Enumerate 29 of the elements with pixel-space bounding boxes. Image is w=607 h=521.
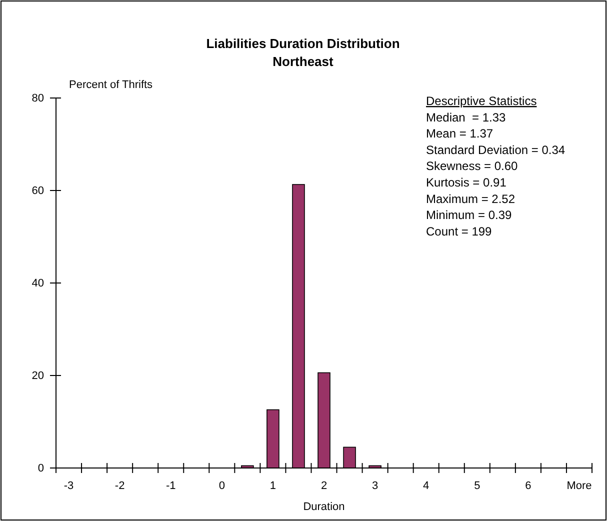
x-axis-title: Duration <box>303 501 345 513</box>
y-tick-label: 40 <box>32 278 44 290</box>
y-tick-label: 60 <box>32 185 44 198</box>
annotation: Mean = 1.37 <box>426 126 494 141</box>
x-tick-label: -2 <box>114 480 125 492</box>
x-tick-label: -1 <box>166 480 176 492</box>
y-axis-title: Percent of Thrifts <box>69 79 154 91</box>
annotation: Minimum = 0.39 <box>426 208 512 222</box>
annotation: Descriptive Statistics <box>426 94 537 108</box>
x-tick-label: 5 <box>474 480 480 492</box>
x-tick-label: 2 <box>320 480 328 492</box>
chart-subtitle: Northeast <box>272 54 334 69</box>
y-tick-label: 20 <box>32 370 44 382</box>
annotation: Median = 1.33 <box>426 110 506 124</box>
annotation: Maximum = 2.52 <box>426 192 516 206</box>
x-tick-label: 0 <box>218 480 225 492</box>
x-tick-label: 3 <box>372 480 378 492</box>
y-tick-label: 80 <box>32 92 44 105</box>
x-tick-label: 1 <box>270 480 276 492</box>
x-tick-label: 4 <box>423 480 430 492</box>
chart-title: Liabilities Duration Distribution <box>206 36 400 51</box>
annotation: Kurtosis = 0.91 <box>426 176 507 190</box>
x-tick-label: -3 <box>64 480 74 492</box>
y-tick-label: 0 <box>38 462 44 475</box>
annotation: Skewness = 0.60 <box>426 159 518 174</box>
annotation: Standard Deviation = 0.34 <box>426 142 566 157</box>
x-tick-label: More <box>566 480 592 492</box>
x-tick-label: 6 <box>525 480 532 492</box>
annotation: Count = 199 <box>426 224 492 238</box>
